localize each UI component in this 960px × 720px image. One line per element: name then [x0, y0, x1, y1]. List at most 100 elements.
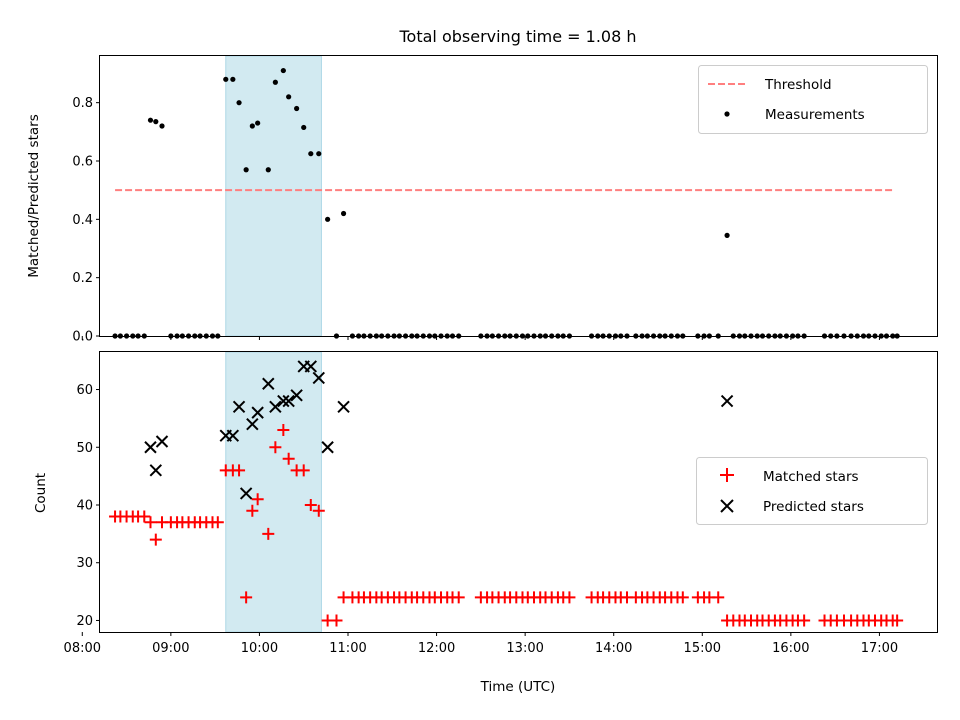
legend-matched-label: Matched stars [763, 469, 859, 485]
legend-measurements-swatch [724, 111, 730, 117]
measurement-point [153, 119, 159, 125]
measurement-point [724, 232, 730, 238]
x-tick-label: 12:00 [418, 641, 455, 656]
predicted-star-point [246, 417, 259, 431]
matched-star-point [251, 493, 264, 506]
ratio-y-ticks: 0.00.20.40.60.8 [72, 96, 100, 345]
predicted-star-point [226, 429, 240, 442]
matched-star-point [233, 464, 246, 477]
figure-title: Total observing time = 1.08 h [398, 27, 636, 46]
count-y-axis-label: Count [33, 473, 49, 513]
measurement-point [301, 124, 307, 131]
measurement-point [272, 79, 278, 85]
observing-span-rect [225, 55, 322, 337]
legend-predicted-label: Predicted stars [763, 499, 864, 515]
matched-star-point [304, 498, 317, 511]
y-tick-label: 0.4 [72, 213, 93, 228]
measurement-point [340, 210, 347, 217]
y-tick-label: 0.2 [72, 271, 93, 286]
predicted-star-point [312, 371, 325, 385]
measurement-point [236, 100, 242, 106]
matched-star-point [246, 504, 259, 517]
predicted-star-point [304, 360, 318, 373]
matched-star-point [297, 464, 310, 477]
measurement-point [308, 151, 314, 157]
measurement-point [159, 123, 165, 129]
predicted-star-point [144, 441, 157, 454]
x-tick-label: 09:00 [152, 641, 189, 656]
matched-star-point [891, 614, 904, 627]
ratio-legend: Threshold Measurements [698, 65, 928, 134]
measurement-point [147, 117, 154, 123]
ratio-axes-frame [99, 55, 938, 337]
measurement-point [223, 76, 229, 82]
count-legend: Matched stars Predicted stars [696, 457, 928, 525]
matched-star-point [211, 516, 224, 529]
legend-predicted-swatch [720, 499, 734, 513]
predicted-star-point [262, 377, 275, 390]
matched-star-point [144, 516, 157, 529]
ratio-y-axis-label: Matched/Predicted stars [26, 114, 42, 277]
y-tick-label: 0.8 [72, 96, 93, 111]
ratio-legend-box [698, 65, 928, 134]
measurement-point [316, 151, 322, 157]
observing-span-bottom [225, 351, 322, 633]
y-tick-label: 40 [76, 498, 93, 513]
matched-star-point [676, 591, 689, 604]
predicted-star-point [277, 394, 290, 408]
count-legend-box [696, 457, 928, 525]
measurement-point [255, 120, 261, 126]
matched-star-point [563, 591, 576, 604]
matched-star-point [240, 591, 253, 604]
measurement-point [325, 216, 331, 222]
x-tick-label: 08:00 [64, 641, 101, 656]
count-panel: 20 30 40 50 60 08:00 09:00 10:00 11:00 12:00 13:0… [33, 351, 938, 695]
predicted-star-point [155, 435, 169, 448]
predicted-star-point [232, 400, 246, 414]
x-axis-label: Time (UTC) [480, 679, 556, 695]
ratio-panel: 0.00.20.40.60.8 Matched/Predicted stars … [26, 55, 938, 345]
legend-matched-swatch [720, 468, 734, 482]
measurement-point [249, 123, 255, 129]
measurement-point [286, 94, 292, 100]
y-tick-label: 30 [76, 556, 93, 571]
x-tick-label: 10:00 [241, 641, 278, 656]
predicted-star-point [251, 406, 264, 419]
y-tick-label: 0.6 [72, 155, 93, 170]
predicted-star-point [239, 487, 253, 500]
matched-star-point [138, 510, 151, 523]
matched-star-point [269, 441, 282, 454]
x-tick-label: 17:00 [861, 641, 898, 656]
y-tick-label: 50 [76, 441, 93, 456]
count-y-ticks: 20 30 40 50 60 [76, 383, 100, 629]
measurement-point [243, 167, 249, 173]
matched-star-point [282, 452, 295, 465]
x-tick-label: 16:00 [772, 641, 809, 656]
matched-star-point [312, 504, 325, 517]
matched-star-point [262, 527, 275, 540]
count-axes-frame [99, 351, 938, 633]
matched-star-point [798, 614, 811, 627]
predicted-star-point [720, 394, 734, 408]
predicted-star-point [290, 389, 303, 402]
measurement-point [265, 167, 271, 173]
matched-star-point [149, 533, 162, 546]
x-tick-label: 15:00 [684, 641, 721, 656]
measurement-point [294, 105, 300, 112]
x-tick-label: 14:00 [595, 641, 632, 656]
matched-star-point [712, 591, 725, 604]
legend-measurements-label: Measurements [765, 107, 865, 123]
measurement-point [230, 76, 236, 82]
x-tick-label: 11:00 [329, 641, 366, 656]
matched-star-point [277, 423, 290, 436]
ratio-x-ticks [81, 336, 880, 340]
y-tick-label: 60 [76, 383, 93, 398]
observing-span-top [225, 55, 322, 337]
count-x-ticks: 08:00 09:00 10:00 11:00 12:00 13:00 14:00 15:00… [64, 632, 898, 656]
observing-span-rect [225, 351, 322, 633]
x-tick-label: 13:00 [506, 641, 543, 656]
matched-star-point [452, 591, 465, 604]
predicted-star-point [337, 400, 350, 414]
predicted-star-point [282, 394, 295, 408]
